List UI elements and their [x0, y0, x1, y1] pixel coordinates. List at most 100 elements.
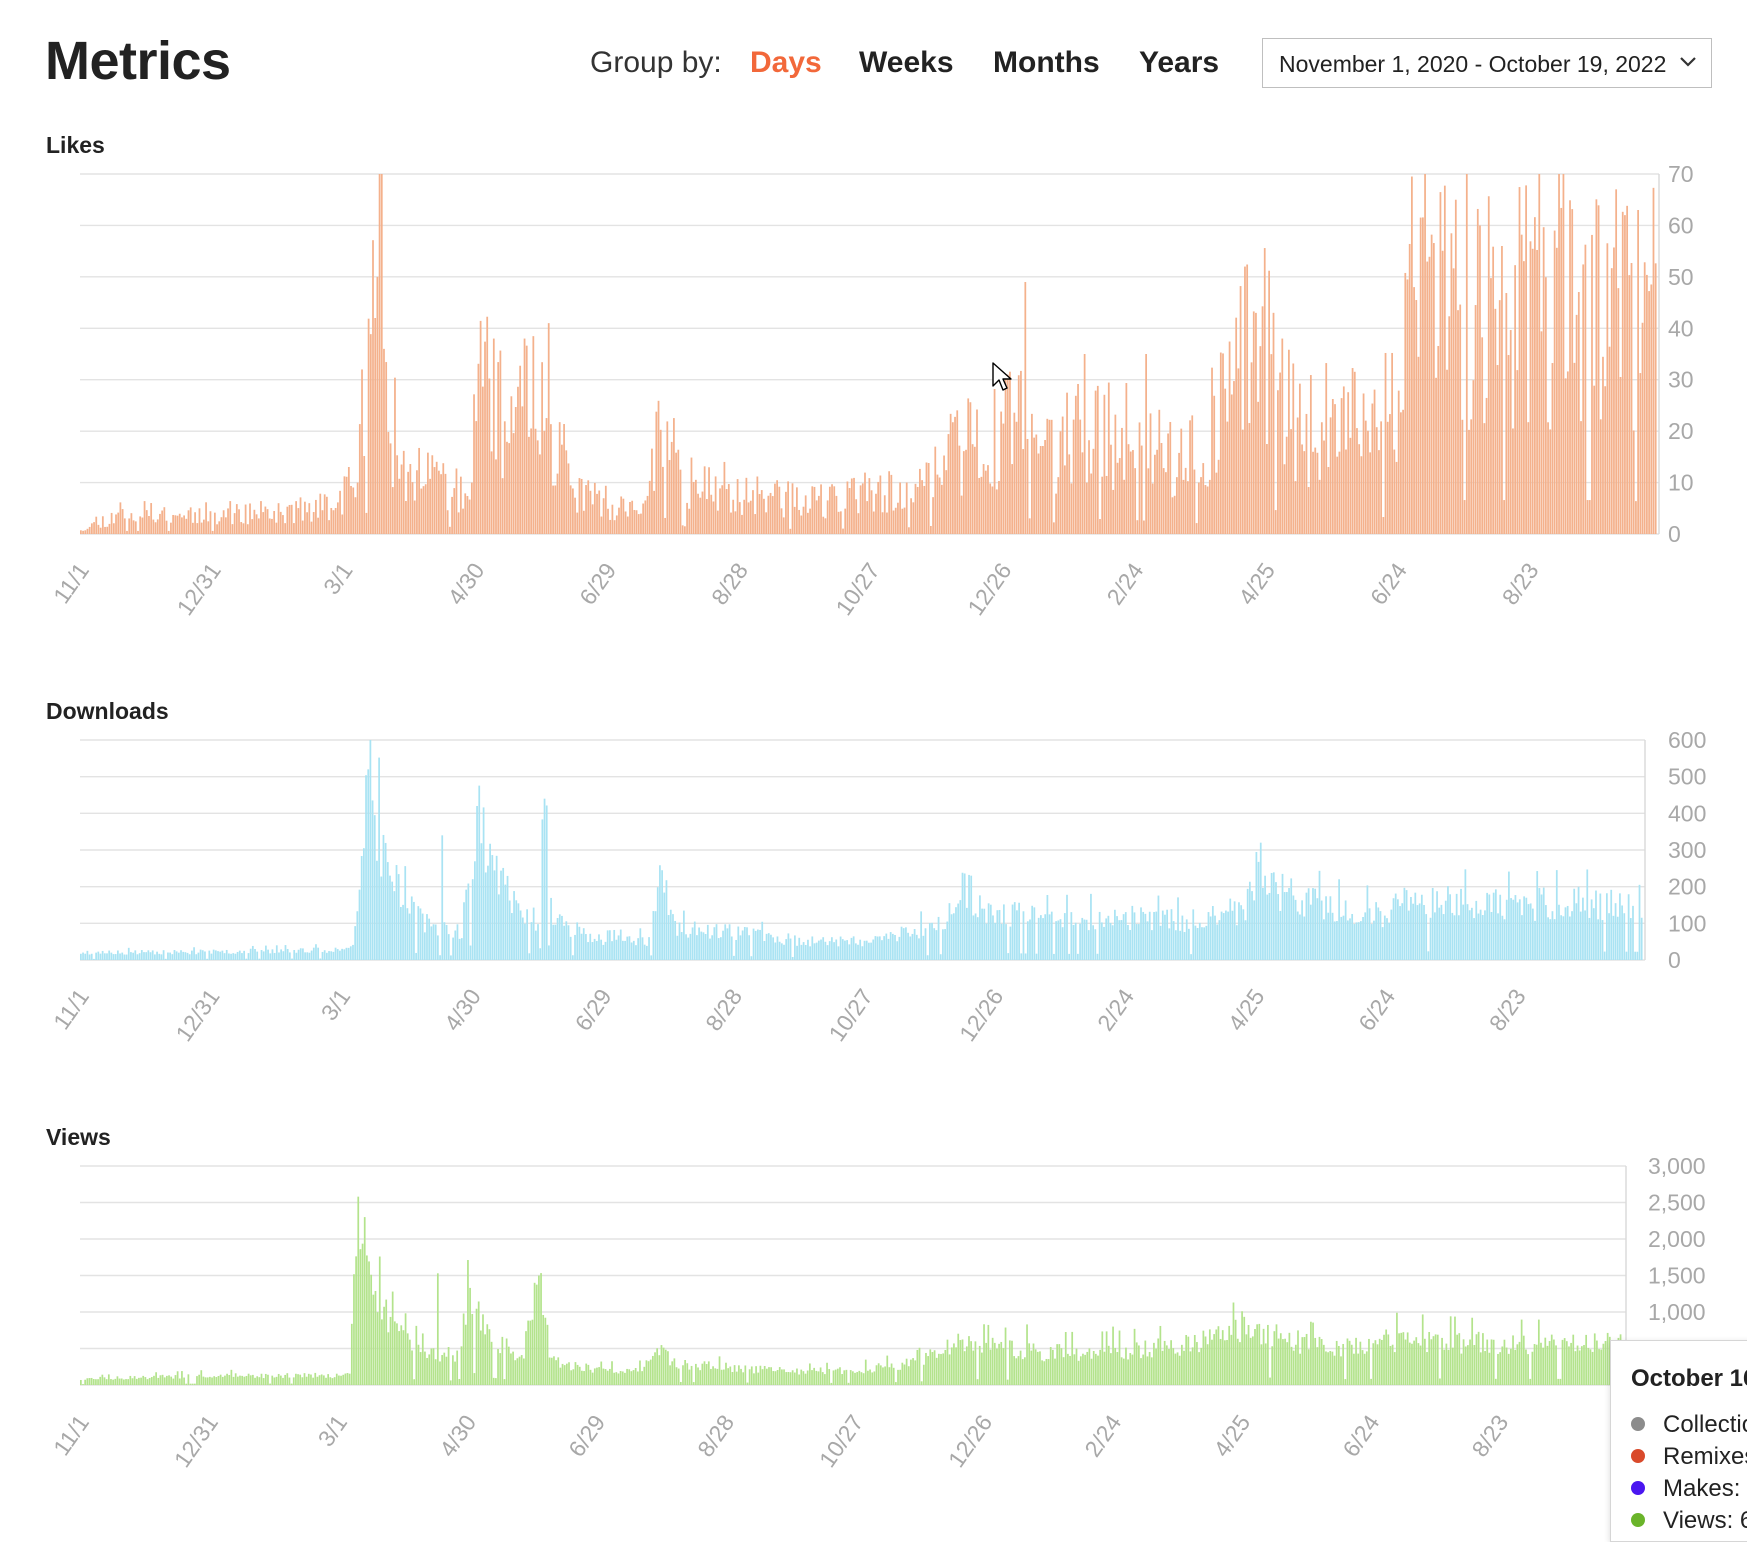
bar[interactable]: [1425, 914, 1428, 960]
bar[interactable]: [247, 1373, 250, 1385]
bar[interactable]: [928, 923, 931, 960]
bar[interactable]: [360, 856, 363, 960]
bar[interactable]: [88, 954, 91, 960]
bar[interactable]: [441, 835, 444, 960]
bar[interactable]: [1455, 893, 1458, 960]
bar[interactable]: [1373, 920, 1375, 960]
bar[interactable]: [692, 481, 695, 534]
bar[interactable]: [1373, 389, 1376, 534]
bar[interactable]: [486, 1324, 489, 1385]
bar[interactable]: [1247, 1324, 1250, 1385]
bar[interactable]: [1457, 310, 1459, 534]
bar[interactable]: [798, 509, 800, 534]
bar[interactable]: [1483, 423, 1486, 534]
bar[interactable]: [1121, 427, 1123, 534]
bar[interactable]: [446, 510, 449, 534]
bar[interactable]: [1572, 1334, 1575, 1385]
bar[interactable]: [1233, 901, 1236, 960]
bar[interactable]: [234, 1373, 237, 1385]
bar[interactable]: [136, 954, 139, 960]
bar[interactable]: [1043, 1361, 1046, 1385]
bar[interactable]: [1039, 1351, 1041, 1385]
bar[interactable]: [1160, 443, 1163, 534]
bar[interactable]: [372, 240, 374, 534]
bar[interactable]: [739, 935, 742, 960]
bar[interactable]: [484, 1334, 486, 1385]
bar[interactable]: [965, 449, 967, 534]
bar[interactable]: [329, 1377, 332, 1385]
bar[interactable]: [277, 503, 280, 534]
bar[interactable]: [758, 494, 761, 534]
bar[interactable]: [1531, 1351, 1534, 1385]
bar[interactable]: [1174, 1353, 1177, 1385]
bar[interactable]: [1157, 895, 1160, 960]
bar[interactable]: [699, 497, 702, 534]
bar[interactable]: [99, 527, 102, 534]
bar[interactable]: [1131, 1354, 1134, 1385]
bar[interactable]: [593, 482, 596, 534]
bar[interactable]: [1619, 893, 1621, 960]
bar[interactable]: [1449, 894, 1451, 960]
bar[interactable]: [123, 954, 126, 961]
bar[interactable]: [561, 1363, 564, 1385]
bar[interactable]: [123, 518, 126, 534]
bar[interactable]: [780, 943, 783, 960]
bar[interactable]: [571, 955, 574, 960]
bar[interactable]: [1042, 446, 1044, 534]
bar[interactable]: [168, 1375, 170, 1385]
bar[interactable]: [1159, 925, 1162, 960]
bar[interactable]: [93, 522, 95, 534]
bar[interactable]: [349, 946, 352, 960]
bar[interactable]: [824, 941, 827, 960]
bar[interactable]: [809, 508, 811, 534]
bar[interactable]: [170, 1376, 173, 1385]
bar[interactable]: [960, 495, 963, 534]
bar[interactable]: [439, 955, 441, 960]
bar[interactable]: [925, 1352, 927, 1385]
bar[interactable]: [419, 1352, 422, 1385]
bar[interactable]: [1008, 1340, 1011, 1385]
bar[interactable]: [1026, 438, 1029, 534]
bar[interactable]: [182, 951, 185, 960]
bar[interactable]: [1098, 911, 1101, 960]
bar[interactable]: [1588, 917, 1591, 960]
bar[interactable]: [1514, 1349, 1517, 1385]
bar[interactable]: [824, 518, 827, 534]
bar[interactable]: [826, 500, 829, 534]
bar[interactable]: [888, 1367, 891, 1385]
bar[interactable]: [672, 914, 674, 960]
bar[interactable]: [1168, 1348, 1170, 1385]
bar[interactable]: [936, 474, 939, 534]
bar[interactable]: [184, 952, 187, 960]
bar[interactable]: [996, 910, 999, 960]
bar[interactable]: [132, 520, 135, 534]
bar[interactable]: [720, 1369, 723, 1385]
bar[interactable]: [345, 476, 348, 534]
bar[interactable]: [1018, 902, 1020, 960]
bar[interactable]: [604, 941, 607, 960]
bar[interactable]: [1590, 899, 1593, 960]
bar[interactable]: [1256, 1324, 1258, 1385]
bar[interactable]: [304, 952, 306, 960]
bar[interactable]: [178, 1378, 181, 1385]
bar[interactable]: [490, 451, 493, 534]
bar[interactable]: [514, 1360, 517, 1385]
bar[interactable]: [229, 501, 232, 534]
bar[interactable]: [344, 1373, 347, 1385]
bar[interactable]: [1355, 1337, 1357, 1385]
bar[interactable]: [863, 940, 866, 960]
bar[interactable]: [644, 500, 647, 534]
bar[interactable]: [652, 911, 655, 960]
bar[interactable]: [1000, 411, 1003, 534]
bar[interactable]: [1558, 174, 1560, 534]
bar[interactable]: [211, 1377, 213, 1385]
bar[interactable]: [262, 512, 265, 534]
bar[interactable]: [1418, 903, 1421, 960]
bar[interactable]: [888, 471, 891, 534]
bar[interactable]: [1310, 1321, 1312, 1385]
bar[interactable]: [1399, 906, 1401, 960]
bar[interactable]: [883, 936, 886, 960]
bar[interactable]: [527, 1320, 530, 1385]
bar[interactable]: [402, 450, 405, 534]
bar[interactable]: [1305, 892, 1308, 960]
